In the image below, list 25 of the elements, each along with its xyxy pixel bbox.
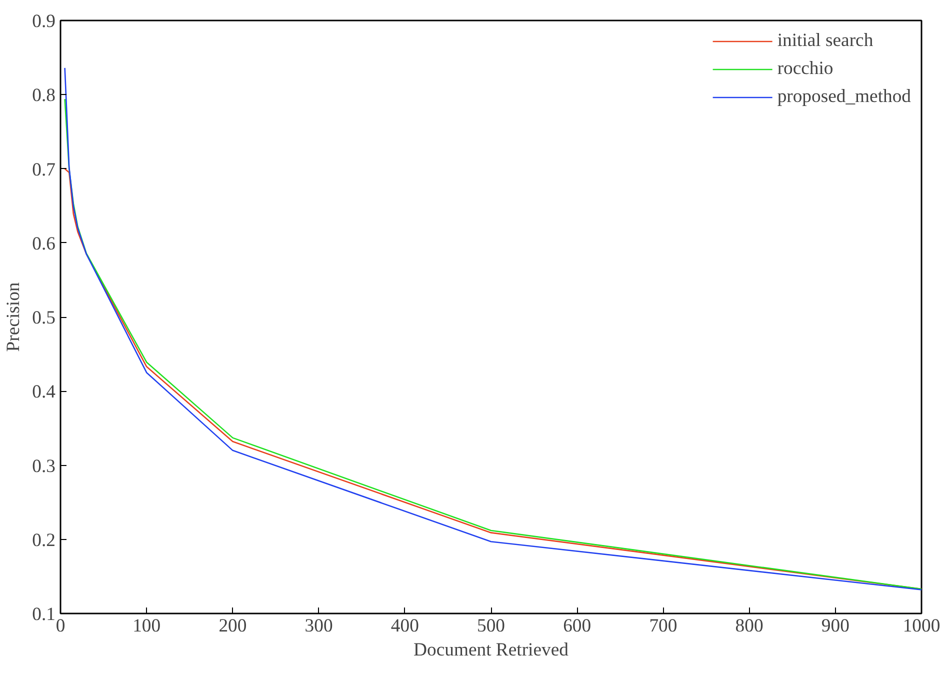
x-tick-label: 100: [132, 616, 161, 636]
x-tick-label: 400: [390, 616, 419, 636]
y-tick-label: 0.8: [32, 85, 56, 106]
x-tick-label: 200: [218, 616, 247, 636]
x-tick-label: 0: [56, 616, 66, 636]
y-tick-label: 0.4: [32, 382, 56, 403]
x-axis-title: Document Retrieved: [414, 640, 570, 660]
x-tick-label: 500: [477, 616, 505, 636]
legend-label: initial search: [777, 30, 874, 52]
y-tick-label: 0.9: [32, 11, 56, 32]
y-tick-label: 0.7: [32, 159, 56, 180]
x-tick-label: 700: [649, 616, 678, 636]
x-tick-label: 1000: [902, 616, 940, 636]
legend-label: rocchio: [777, 58, 834, 80]
y-tick-label: 0.1: [32, 604, 56, 625]
y-tick-label: 0.5: [32, 308, 56, 328]
y-tick-label: 0.3: [32, 456, 56, 477]
x-tick-label: 300: [304, 616, 333, 636]
x-tick-label: 800: [735, 616, 764, 636]
x-tick-label: 900: [821, 616, 850, 636]
y-tick-label: 0.2: [32, 530, 56, 551]
legend-label: proposed_method: [777, 86, 911, 108]
x-tick-label: 600: [563, 616, 592, 636]
y-tick-label: 0.6: [32, 233, 56, 254]
y-axis-title: Precision: [3, 282, 24, 352]
